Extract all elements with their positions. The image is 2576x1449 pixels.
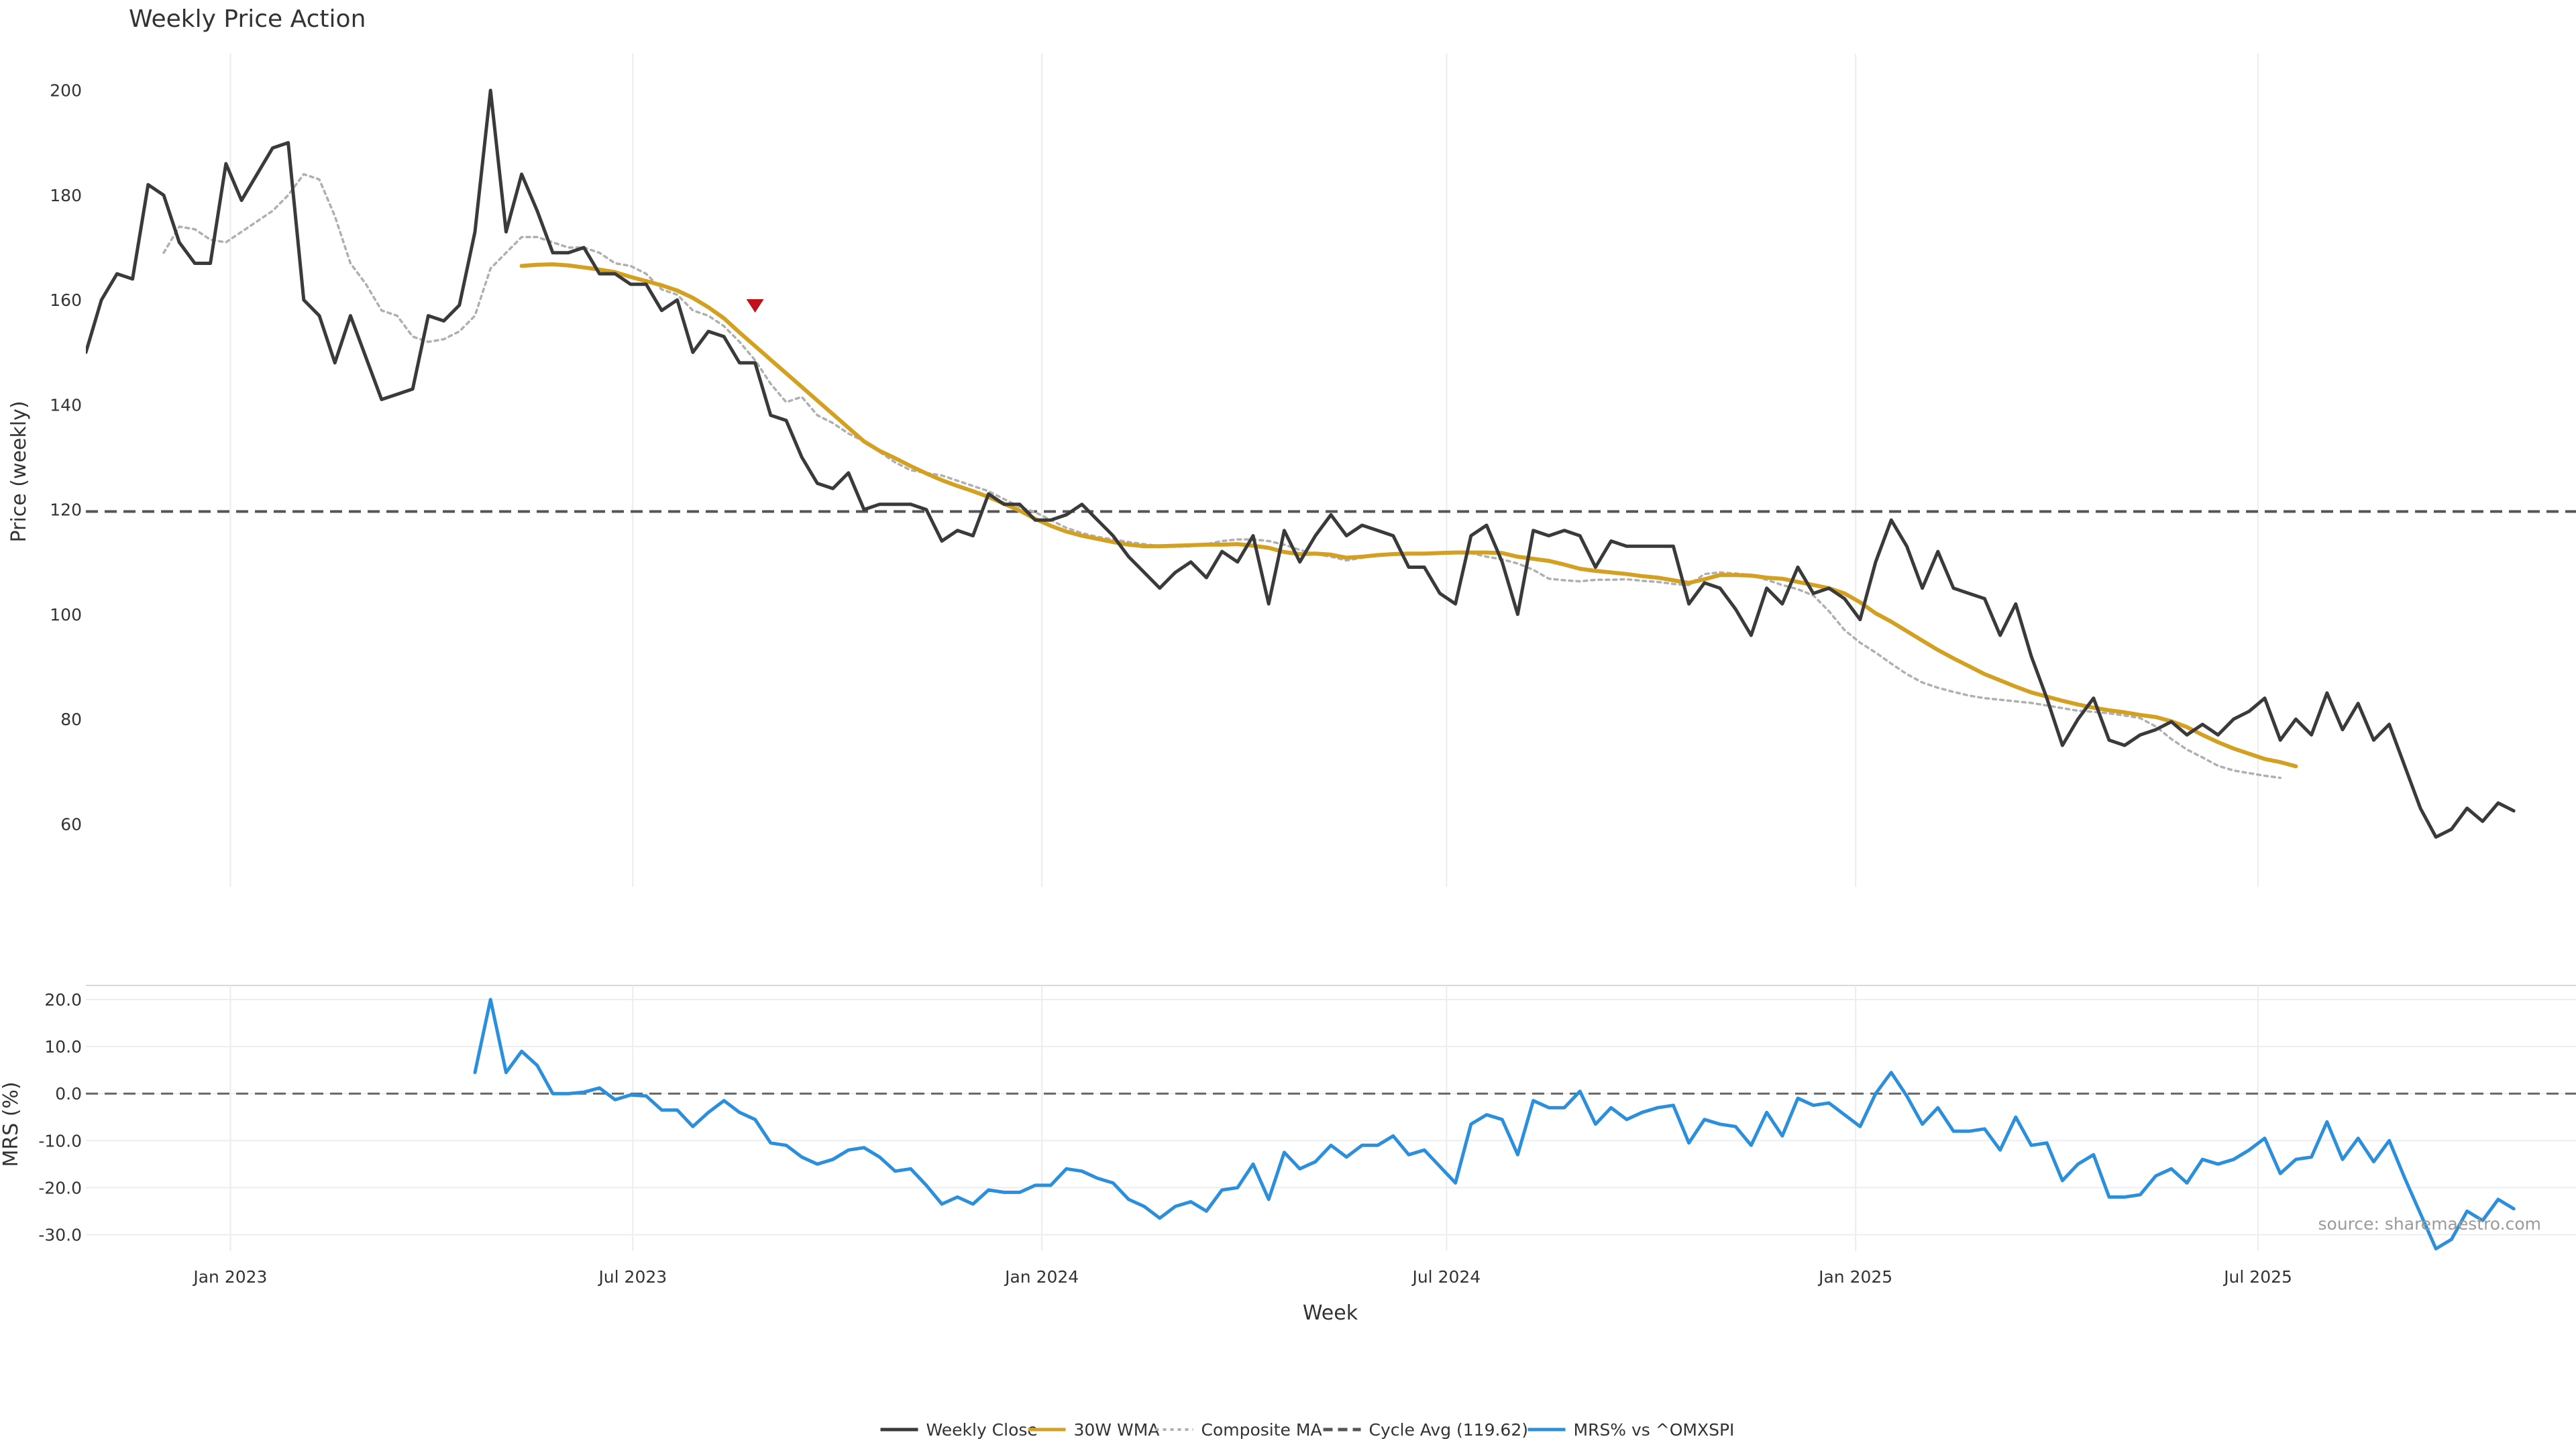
chart-title: Weekly Price Action — [129, 5, 366, 33]
legend-item: Composite MA — [1155, 1420, 1322, 1440]
mrs-y-axis-ticks: 20.0 10.0 0.0 -10.0 -20.0 -30.0 — [38, 990, 82, 1244]
price-y-axis-ticks: 200 180 160 140 120 100 80 60 — [50, 81, 82, 835]
source-note: source: sharemaestro.com — [2318, 1214, 2542, 1234]
weekly-close-line — [86, 89, 2516, 839]
price-y-axis-label: Price (weekly) — [7, 400, 31, 542]
legend-label: 30W WMA — [1074, 1420, 1160, 1440]
x-axis-ticks: Jan 2023 Jul 2023 Jan 2024 Jul 2024 Jan 2025… — [192, 1267, 2292, 1287]
mrs-y-axis-label: MRS (%) — [0, 1081, 23, 1167]
x-tick-label: Jul 2024 — [1411, 1267, 1481, 1287]
composite-ma-line — [162, 172, 2282, 780]
price-y-tick-label: 60 — [60, 814, 82, 834]
mrs-series-lines — [86, 998, 2576, 1250]
legend-item: MRS% vs ^OMXSPI — [1527, 1420, 1735, 1440]
legend-label: Composite MA — [1201, 1420, 1322, 1440]
mrs-y-tick-label: 10.0 — [44, 1037, 82, 1057]
x-tick-label: Jan 2025 — [1817, 1267, 1892, 1287]
mrs-y-tick-label: -10.0 — [38, 1131, 82, 1150]
x-tick-label: Jan 2023 — [192, 1267, 267, 1287]
price-y-tick-label: 100 — [50, 605, 82, 625]
price-panel: 200 180 160 140 120 100 80 60 Price (weekly) — [7, 54, 2576, 887]
mrs-line — [473, 998, 2516, 1250]
price-gridlines — [229, 54, 2259, 887]
price-y-tick-label: 120 — [50, 500, 82, 520]
mrs-y-tick-label: -20.0 — [38, 1178, 82, 1197]
x-tick-label: Jul 2025 — [2222, 1267, 2292, 1287]
legend-item: Weekly Close — [880, 1420, 1038, 1440]
legend-label: Weekly Close — [926, 1420, 1038, 1440]
price-series-lines — [86, 89, 2576, 839]
legend-label: MRS% vs ^OMXSPI — [1574, 1420, 1735, 1440]
legend-item: Cycle Avg (119.62) — [1323, 1420, 1529, 1440]
legend-item: 30W WMA — [1028, 1420, 1160, 1440]
mrs-y-tick-label: 20.0 — [44, 990, 82, 1010]
price-y-tick-label: 140 — [50, 395, 82, 415]
mrs-panel: 20.0 10.0 0.0 -10.0 -20.0 -30.0 MRS (%) sourc… — [0, 985, 2576, 1251]
legend: Weekly Close 30W WMA Composite MA Cycle Avg… — [880, 1420, 1735, 1440]
price-y-tick-label: 160 — [50, 290, 82, 310]
mrs-y-tick-label: -30.0 — [38, 1225, 82, 1244]
x-axis-label: Week — [1303, 1301, 1358, 1325]
30w-wma-line — [519, 262, 2298, 769]
price-y-tick-label: 200 — [50, 81, 82, 101]
sell-signal-marker — [746, 299, 764, 313]
x-tick-label: Jul 2023 — [597, 1267, 667, 1287]
legend-label: Cycle Avg (119.62) — [1369, 1420, 1529, 1440]
price-y-tick-label: 180 — [50, 186, 82, 205]
price-y-tick-label: 80 — [60, 710, 82, 729]
mrs-y-tick-label: 0.0 — [55, 1084, 82, 1104]
x-tick-label: Jan 2024 — [1004, 1267, 1079, 1287]
